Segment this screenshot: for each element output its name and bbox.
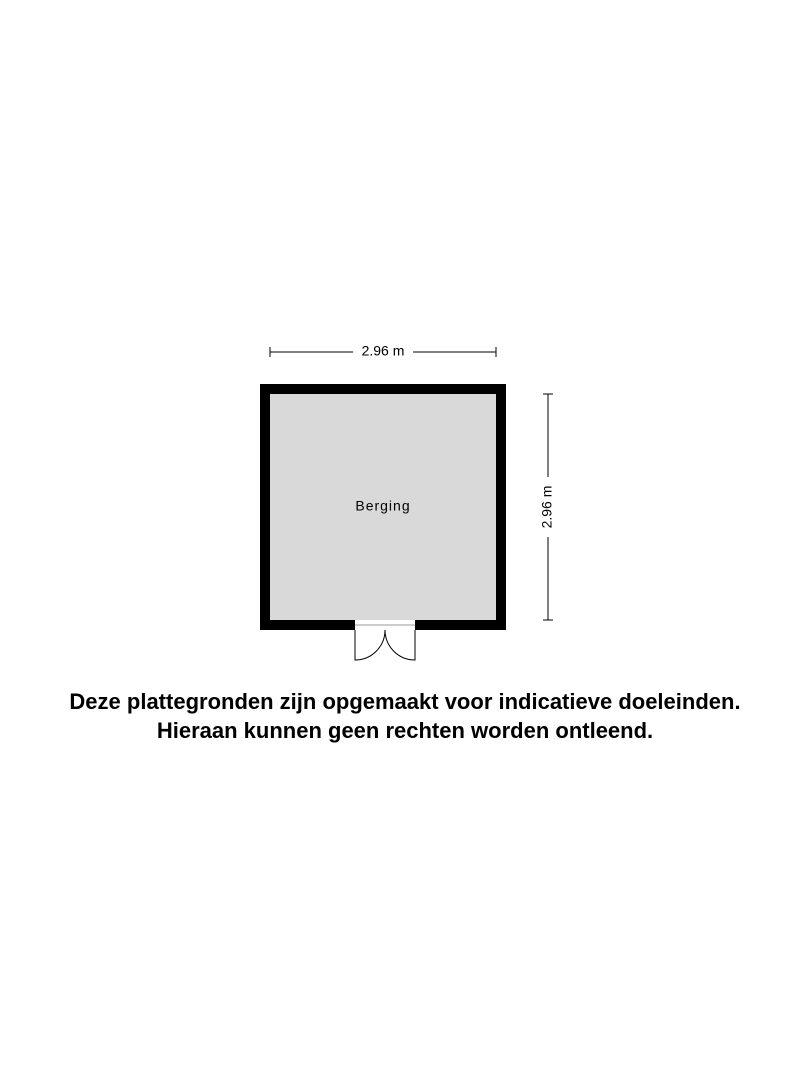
page: Berging 2.96 m 2.96 m Deze plattegronden z… — [0, 0, 810, 1080]
svg-text:2.96 m: 2.96 m — [362, 343, 405, 359]
caption-line1: Deze plattegronden zijn opgemaakt voor i… — [69, 689, 740, 714]
caption-line2: Hieraan kunnen geen rechten worden ontle… — [157, 718, 653, 743]
svg-text:Berging: Berging — [355, 498, 410, 514]
floorplan-svg: Berging 2.96 m 2.96 m — [0, 0, 810, 1080]
svg-text:2.96 m: 2.96 m — [539, 486, 555, 529]
disclaimer-caption: Deze plattegronden zijn opgemaakt voor i… — [0, 688, 810, 745]
